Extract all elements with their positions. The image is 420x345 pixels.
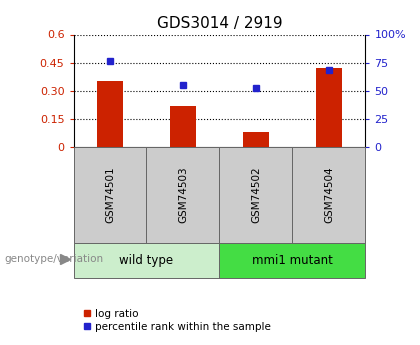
Text: genotype/variation: genotype/variation [4,254,103,264]
Text: GSM74502: GSM74502 [251,167,261,223]
Text: GSM74503: GSM74503 [178,167,188,223]
Bar [316,68,342,147]
Bar [220,243,365,278]
Text: wild type: wild type [119,254,173,267]
Text: GSM74501: GSM74501 [105,167,115,223]
Title: GDS3014 / 2919: GDS3014 / 2919 [157,16,282,31]
Bar [74,243,220,278]
Legend: log ratio, percentile rank within the sample: log ratio, percentile rank within the sa… [79,305,276,336]
Bar [292,147,365,243]
Bar [74,147,147,243]
Bar [220,147,292,243]
Bar [243,132,269,147]
Text: GSM74504: GSM74504 [324,167,334,223]
Bar [97,81,123,147]
Bar [147,147,220,243]
Bar [170,106,196,147]
Text: mmi1 mutant: mmi1 mutant [252,254,333,267]
